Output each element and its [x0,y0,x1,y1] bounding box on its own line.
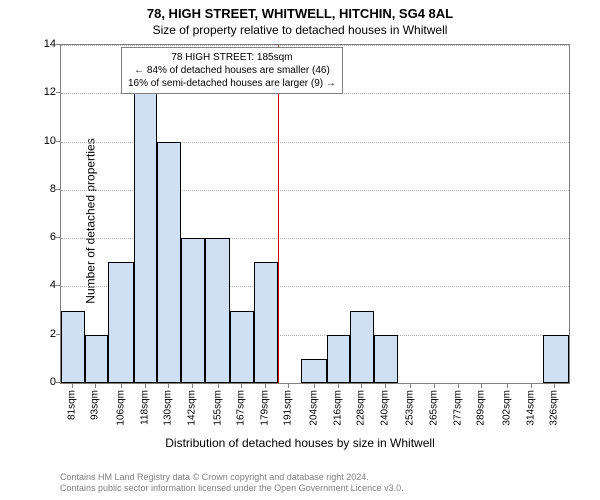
x-tick-mark [481,384,482,388]
x-tick-mark [554,384,555,388]
y-tick-mark [56,237,60,238]
x-tick-label: 81sqm [66,390,77,420]
x-tick-label: 265sqm [429,390,440,426]
x-tick-label: 155sqm [212,390,223,426]
x-tick-label: 302sqm [501,390,512,426]
footnote: Contains HM Land Registry data © Crown c… [60,472,404,495]
histogram-bar [205,238,231,383]
x-tick-label: 179sqm [259,390,270,426]
reference-line [278,45,279,383]
x-tick-label: 314sqm [525,390,536,426]
y-tick-label: 2 [26,328,56,340]
histogram-bar [543,335,569,383]
x-tick-mark [218,384,219,388]
x-tick-mark [265,384,266,388]
y-tick-mark [56,44,60,45]
plot-area: 78 HIGH STREET: 185sqm← 84% of detached … [60,44,570,384]
y-tick-mark [56,334,60,335]
y-tick-mark [56,92,60,93]
x-tick-label: 228sqm [356,390,367,426]
y-tick-label: 4 [26,279,56,291]
histogram-bar [327,335,351,383]
y-tick-mark [56,285,60,286]
x-tick-mark [192,384,193,388]
x-tick-mark [410,384,411,388]
y-tick-label: 12 [26,86,56,98]
gridline [61,45,569,46]
y-tick-label: 8 [26,183,56,195]
y-tick-mark [56,141,60,142]
histogram-bar [134,93,158,383]
histogram-bar [350,311,374,383]
x-tick-label: 277sqm [452,390,463,426]
annotation-line: 16% of semi-detached houses are larger (… [128,77,336,90]
x-tick-label: 240sqm [379,390,390,426]
histogram-bar [230,311,254,383]
y-tick-mark [56,382,60,383]
x-tick-mark [241,384,242,388]
x-tick-mark [434,384,435,388]
chart-title: 78, HIGH STREET, WHITWELL, HITCHIN, SG4 … [0,0,600,21]
histogram-bar [61,311,85,383]
y-tick-mark [56,189,60,190]
histogram-bar [85,335,109,383]
x-tick-mark [338,384,339,388]
chart-container: 78, HIGH STREET, WHITWELL, HITCHIN, SG4 … [0,0,600,500]
x-tick-label: 204sqm [309,390,320,426]
x-tick-label: 130sqm [163,390,174,426]
annotation-line: 78 HIGH STREET: 185sqm [128,51,336,64]
y-tick-label: 14 [26,38,56,50]
histogram-bar [108,262,134,383]
x-tick-mark [72,384,73,388]
annotation-box: 78 HIGH STREET: 185sqm← 84% of detached … [121,47,343,94]
histogram-bar [301,359,327,383]
x-tick-label: 216sqm [332,390,343,426]
x-tick-mark [507,384,508,388]
x-tick-mark [145,384,146,388]
footnote-line-2: Contains public sector information licen… [60,483,404,494]
x-tick-mark [95,384,96,388]
x-tick-label: 93sqm [90,390,101,420]
chart-subtitle: Size of property relative to detached ho… [0,21,600,37]
x-tick-label: 326sqm [549,390,560,426]
x-tick-mark [361,384,362,388]
histogram-bar [374,335,398,383]
x-tick-mark [168,384,169,388]
x-tick-label: 191sqm [283,390,294,426]
x-tick-mark [458,384,459,388]
x-tick-label: 167sqm [236,390,247,426]
histogram-bar [254,262,278,383]
x-tick-mark [121,384,122,388]
x-tick-mark [314,384,315,388]
x-tick-label: 253sqm [405,390,416,426]
x-tick-mark [288,384,289,388]
histogram-bar [181,238,205,383]
x-tick-mark [385,384,386,388]
annotation-line: ← 84% of detached houses are smaller (46… [128,64,336,77]
y-tick-label: 10 [26,135,56,147]
x-tick-label: 118sqm [139,390,150,425]
x-tick-mark [531,384,532,388]
x-axis-label: Distribution of detached houses by size … [0,436,600,450]
x-tick-label: 106sqm [116,390,127,426]
y-tick-label: 6 [26,231,56,243]
x-tick-label: 289sqm [476,390,487,426]
y-tick-label: 0 [26,376,56,388]
footnote-line-1: Contains HM Land Registry data © Crown c… [60,472,404,483]
histogram-bar [157,142,181,383]
x-tick-label: 142sqm [186,390,197,426]
